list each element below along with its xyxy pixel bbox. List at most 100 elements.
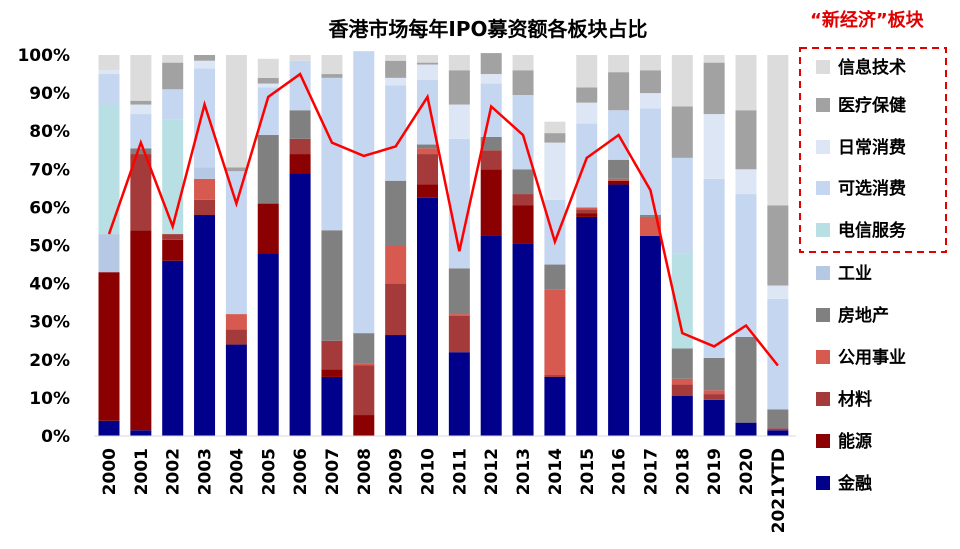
bar-segment [512, 169, 534, 195]
bar-segment [576, 87, 598, 103]
bar-segment [512, 70, 534, 96]
bar-segment [480, 235, 502, 436]
bar-segment [639, 235, 661, 436]
bar-segment [385, 245, 407, 284]
x-tick-label: 2009 [387, 448, 407, 495]
bar-segment [608, 159, 630, 179]
bar-segment [385, 55, 407, 61]
x-axis: 2000 2001 2002 2003 2004 2005 2006 2007 2008 2009… [94, 435, 796, 533]
legend-label: 能源 [838, 431, 872, 452]
new-economy-legend-box [799, 47, 947, 253]
legend-label: 金融 [837, 473, 872, 494]
bar-segment [735, 110, 757, 170]
y-tick-label: 0% [41, 427, 70, 447]
bar-segment [480, 74, 502, 84]
bar-segment [98, 55, 120, 71]
bar-segment [703, 390, 725, 395]
y-tick-label: 70% [29, 160, 70, 180]
bar-segment [608, 55, 630, 73]
bar-segment [194, 167, 216, 179]
x-tick-label: 2002 [164, 448, 184, 495]
legend-swatch [816, 181, 830, 195]
bar-segment [639, 108, 661, 216]
bar-segment [98, 234, 120, 273]
legend-label: 工业 [838, 264, 872, 284]
bar-segment [417, 55, 438, 63]
legend-label: 可选消费 [838, 178, 906, 199]
bar-segment [353, 415, 375, 436]
x-tick-label: 2010 [419, 448, 439, 495]
bar-segment [257, 203, 279, 254]
bar-segment [639, 55, 661, 71]
y-tick-label: 20% [29, 351, 70, 371]
bar-segment [225, 171, 247, 315]
bar-segment [448, 315, 470, 353]
bar-segment [448, 314, 470, 316]
x-tick-label: 2008 [355, 448, 375, 495]
x-tick-label: 2021YTD [769, 448, 789, 533]
bar-segment [735, 169, 757, 195]
bar-segment [130, 230, 152, 431]
bar-segment [257, 87, 279, 136]
bar-segment [671, 106, 693, 158]
bar-segment [512, 205, 534, 244]
bar-segment [448, 268, 470, 315]
new-economy-annotation: “新经济”板块 [810, 9, 925, 31]
bar-segment [448, 104, 470, 139]
bar-segment [544, 121, 566, 134]
bar-segment [225, 344, 247, 436]
bar-segment [289, 55, 311, 61]
bar-segment [703, 394, 725, 400]
bar-segment [448, 138, 470, 269]
bar-segment [767, 298, 789, 410]
legend-swatch [816, 60, 830, 74]
bar-segment [703, 399, 725, 436]
bar-segment [353, 51, 375, 334]
bar-segment [608, 180, 630, 185]
bar-segment [639, 216, 661, 236]
bar-segment [289, 173, 311, 437]
bar-segment [480, 53, 502, 75]
bar-segment [162, 55, 184, 63]
bar-segment [735, 194, 757, 337]
y-tick-label: 50% [29, 237, 70, 257]
bar-segment [321, 74, 343, 78]
bar-segment [194, 199, 216, 216]
x-tick-label: 2000 [100, 448, 120, 495]
bar-segment [576, 55, 598, 88]
bar-segment [703, 178, 725, 358]
legend-label: 电信服务 [838, 220, 907, 241]
legend-label: 日常消费 [838, 137, 906, 158]
bar-segment [385, 283, 407, 336]
legend-label: 公用事业 [838, 348, 906, 368]
bar-segment [225, 314, 247, 330]
bar-segment [512, 55, 534, 71]
bar-segment [735, 55, 757, 111]
bar-segment [703, 357, 725, 391]
bar-segment [225, 55, 247, 168]
bar-segment [385, 60, 407, 78]
stacked-bars [98, 51, 789, 437]
bar-segment [162, 239, 184, 261]
legend-swatch [816, 392, 830, 406]
y-tick-label: 10% [29, 389, 70, 409]
bar-segment [608, 178, 630, 181]
legend-swatch [816, 140, 830, 154]
bar-segment [130, 100, 152, 105]
bar-segment [544, 133, 566, 143]
bar-segment [162, 119, 184, 235]
legend-label: 材料 [838, 389, 872, 410]
y-tick-label: 80% [29, 122, 70, 142]
bar-segment [639, 93, 661, 109]
bar-segment [162, 260, 184, 436]
bar-segment [130, 55, 152, 101]
bar-segment [703, 62, 725, 115]
bar-segment [257, 83, 279, 88]
bar-segment [321, 369, 343, 377]
bar-segment [417, 144, 438, 149]
bar-segment [671, 395, 693, 436]
legend-swatch [816, 308, 830, 322]
bar-segment [417, 197, 438, 436]
bar-segment [98, 104, 120, 235]
